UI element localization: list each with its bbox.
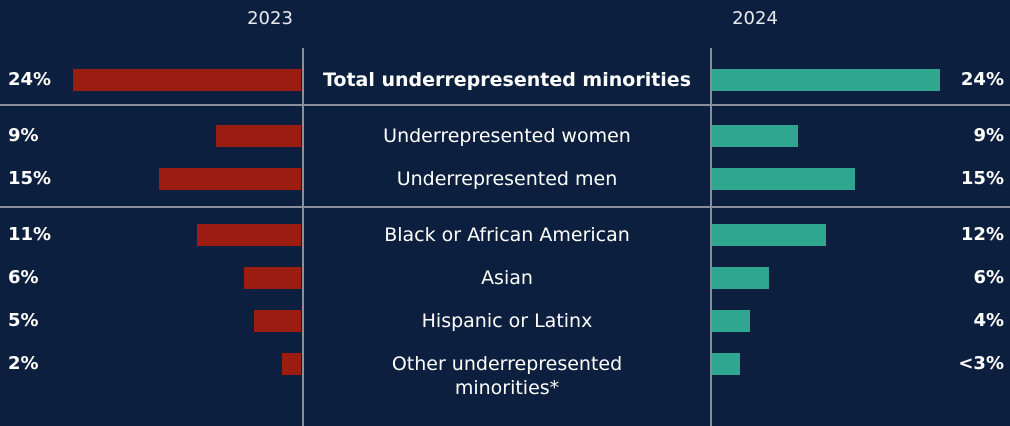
- series-title: 2023: [247, 8, 293, 29]
- bar: [712, 267, 769, 289]
- separator: [0, 206, 1010, 208]
- bar: [712, 310, 750, 332]
- value-label: 9%: [973, 125, 1004, 146]
- series-title: 2024: [732, 8, 778, 29]
- value-label: 6%: [973, 267, 1004, 288]
- bar: [712, 353, 740, 375]
- bar: [196, 224, 301, 246]
- divider: [710, 48, 712, 426]
- value-label: 5%: [8, 310, 39, 331]
- category-label: Total underrepresented minorities: [322, 69, 691, 91]
- value-label: <3%: [958, 353, 1004, 374]
- value-label: 9%: [8, 125, 39, 146]
- value-label: 24%: [8, 69, 52, 90]
- value-label: 12%: [960, 224, 1004, 245]
- bar: [253, 310, 301, 332]
- bar: [215, 125, 301, 147]
- value-label: 15%: [960, 168, 1004, 189]
- bar: [712, 125, 798, 147]
- bar: [282, 353, 301, 375]
- separator: [0, 104, 1010, 106]
- bar: [73, 69, 301, 91]
- category-label: Asian: [481, 267, 533, 289]
- category-label: Underrepresented women: [383, 125, 631, 147]
- value-label: 6%: [8, 267, 39, 288]
- category-label: Black or African American: [384, 224, 630, 246]
- bar: [712, 69, 940, 91]
- bar: [712, 224, 826, 246]
- bar: [712, 168, 855, 190]
- category-label: Hispanic or Latinx: [421, 310, 593, 332]
- value-label: 4%: [973, 310, 1004, 331]
- value-label: 2%: [8, 353, 39, 374]
- category-label: Other underrepresented minorities*: [391, 353, 623, 399]
- value-label: 15%: [8, 168, 52, 189]
- category-label: Underrepresented men: [396, 168, 618, 190]
- value-label: 11%: [8, 224, 52, 245]
- bar: [158, 168, 301, 190]
- divider: [302, 48, 304, 426]
- value-label: 24%: [960, 69, 1004, 90]
- bar: [244, 267, 301, 289]
